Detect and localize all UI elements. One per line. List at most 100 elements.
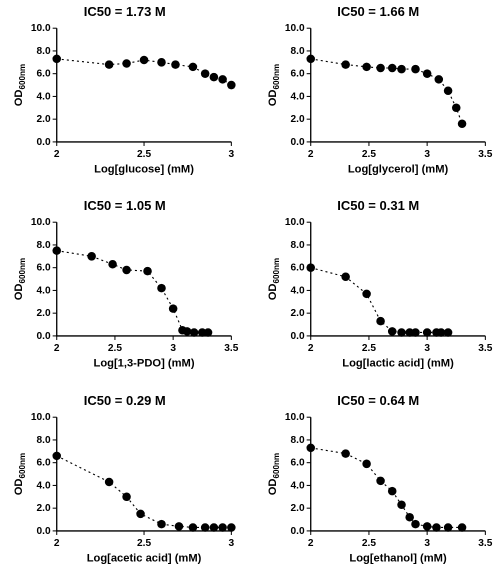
y-tick-label: 4.0 (37, 91, 51, 102)
data-marker (443, 329, 452, 338)
data-marker (218, 523, 227, 532)
data-marker (157, 58, 166, 67)
x-tick-label: 2.5 (137, 538, 151, 549)
y-axis-label: OD600nm (13, 64, 27, 106)
data-marker (411, 65, 420, 74)
data-marker (422, 329, 431, 338)
y-tick-label: 0.0 (290, 137, 304, 148)
data-marker (443, 86, 452, 95)
x-tick-label: 2 (54, 343, 60, 354)
y-tick-label: 6.0 (290, 457, 304, 468)
data-marker (204, 329, 213, 338)
data-marker (218, 75, 227, 84)
y-tick-label: 8.0 (37, 240, 51, 251)
x-axis-label: Log[lactic acid] (mM) (342, 358, 454, 370)
y-tick-label: 0.0 (37, 137, 51, 148)
data-marker (387, 487, 396, 496)
data-marker (52, 451, 61, 460)
x-axis-label: Log[ethanol] (mM) (349, 552, 447, 564)
x-tick-label: 3.5 (478, 343, 492, 354)
x-axis-label: Log[glucose] (mM) (94, 163, 194, 175)
y-tick-label: 8.0 (37, 435, 51, 446)
y-tick-label: 4.0 (37, 286, 51, 297)
x-tick-label: 3 (170, 343, 176, 354)
y-tick-label: 10.0 (31, 218, 51, 229)
y-tick-label: 2.0 (290, 114, 304, 125)
y-tick-label: 10.0 (31, 23, 51, 34)
x-tick-label: 3.5 (224, 343, 238, 354)
y-tick-label: 8.0 (290, 46, 304, 57)
y-axis-label: OD600nm (13, 452, 27, 494)
y-tick-label: 10.0 (284, 23, 304, 34)
x-tick-label: 2 (307, 343, 313, 354)
data-marker (434, 75, 443, 84)
y-tick-label: 6.0 (290, 263, 304, 274)
axes (310, 223, 485, 337)
x-tick-label: 3 (229, 149, 235, 160)
data-marker (136, 509, 145, 518)
y-tick-label: 0.0 (290, 526, 304, 537)
data-marker (210, 523, 219, 532)
y-tick-label: 4.0 (37, 480, 51, 491)
x-axis-label: Log[1,3-PDO] (mM) (94, 358, 195, 370)
data-marker (169, 305, 178, 314)
x-tick-label: 3.5 (478, 538, 492, 549)
x-tick-label: 3 (229, 538, 235, 549)
y-tick-label: 10.0 (284, 218, 304, 229)
data-marker (376, 476, 385, 485)
y-tick-label: 6.0 (37, 263, 51, 274)
data-marker (376, 317, 385, 326)
data-marker (189, 63, 198, 72)
data-marker (190, 329, 199, 338)
data-marker (105, 60, 114, 69)
y-axis-label: OD600nm (13, 258, 27, 300)
chart-svg: 0.02.04.06.08.010.022.533.5OD600nmLog[gl… (262, 4, 496, 180)
data-marker (405, 513, 414, 522)
y-tick-label: 8.0 (290, 240, 304, 251)
data-marker (157, 284, 166, 293)
x-tick-label: 2 (307, 149, 313, 160)
data-marker (376, 64, 385, 73)
y-tick-label: 0.0 (37, 331, 51, 342)
chart-panel: IC50 = 1.73 M0.02.04.06.08.010.022.53OD6… (8, 4, 242, 180)
data-marker (306, 443, 315, 452)
data-marker (362, 290, 371, 299)
y-tick-label: 10.0 (31, 412, 51, 423)
data-marker (457, 119, 466, 128)
data-marker (362, 63, 371, 72)
y-tick-label: 2.0 (290, 503, 304, 514)
data-marker (201, 69, 210, 78)
data-marker (52, 247, 61, 256)
x-tick-label: 3 (424, 538, 430, 549)
x-tick-label: 3.5 (478, 149, 492, 160)
data-marker (306, 264, 315, 273)
data-marker (122, 266, 131, 275)
y-tick-label: 6.0 (37, 457, 51, 468)
trend-line (57, 251, 208, 333)
y-axis-label: OD600nm (267, 258, 281, 300)
data-marker (411, 519, 420, 528)
data-marker (140, 56, 149, 65)
data-marker (341, 60, 350, 69)
panel-title: IC50 = 0.64 M (262, 393, 496, 408)
data-marker (306, 55, 315, 64)
data-marker (87, 252, 96, 261)
data-marker (175, 522, 184, 531)
x-tick-label: 2 (307, 538, 313, 549)
data-marker (457, 523, 466, 532)
y-tick-label: 8.0 (37, 46, 51, 57)
x-tick-label: 2.5 (361, 343, 375, 354)
y-tick-label: 10.0 (284, 412, 304, 423)
panel-title: IC50 = 0.29 M (8, 393, 242, 408)
data-marker (157, 519, 166, 528)
axes (310, 417, 485, 531)
trend-line (310, 59, 461, 124)
chart-svg: 0.02.04.06.08.010.022.533.5OD600nmLog[et… (262, 393, 496, 569)
x-tick-label: 2 (54, 538, 60, 549)
chart-panel: IC50 = 0.64 M0.02.04.06.08.010.022.533.5… (262, 393, 496, 569)
chart-panel: IC50 = 0.29 M0.02.04.06.08.010.022.53OD6… (8, 393, 242, 569)
data-marker (387, 64, 396, 73)
data-marker (227, 81, 236, 90)
panel-title: IC50 = 1.73 M (8, 4, 242, 19)
x-axis-label: Log[glycerol] (mM) (347, 163, 448, 175)
